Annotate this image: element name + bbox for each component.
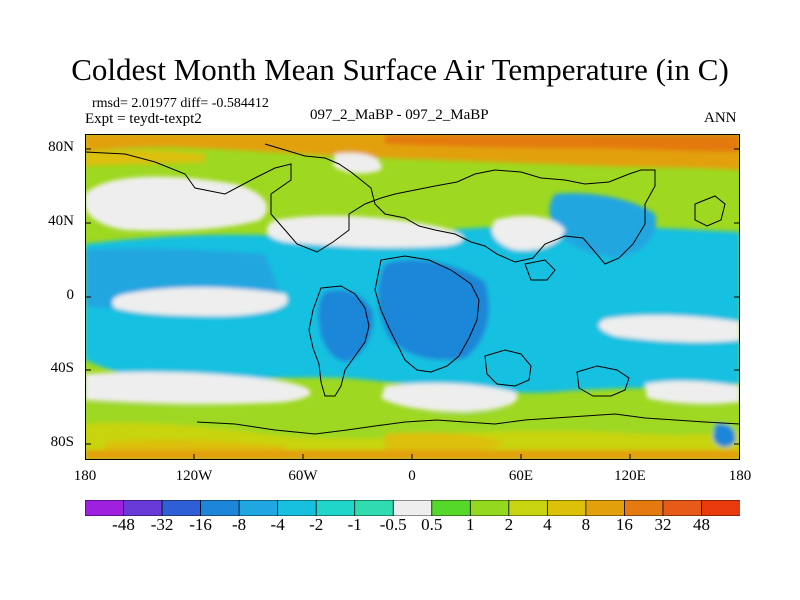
colorbar-swatch	[469, 500, 510, 516]
colorbar-swatch	[238, 500, 279, 516]
colorbar-swatch	[277, 500, 318, 516]
lon-label-60e: 60E	[508, 468, 534, 484]
colorbar-swatch	[354, 500, 395, 516]
colorbar-label: -32	[150, 515, 174, 534]
colorbar-label: -1	[347, 515, 362, 534]
colorbar-swatch	[123, 500, 163, 516]
lon-label-180e: 180	[728, 468, 752, 484]
colorbar-swatch	[392, 500, 433, 516]
season-label: ANN	[704, 110, 737, 126]
colorbar-label: 32	[654, 515, 672, 534]
colorbar-swatch	[546, 500, 587, 516]
colorbar-label: -2	[309, 515, 324, 534]
colorbar-swatch	[701, 500, 740, 516]
colorbar-label: 0.5	[421, 515, 443, 534]
lat-label-40s: 40S	[50, 360, 74, 376]
lon-label-120w: 120W	[175, 468, 213, 484]
colorbar-label: 48	[692, 515, 710, 534]
colorbar-swatch	[431, 500, 472, 516]
temperature-fill	[85, 134, 740, 460]
lat-label-40n: 40N	[48, 213, 74, 229]
colorbar-label: 8	[581, 515, 591, 534]
stats-line: rmsd= 2.01977 diff= -0.584412	[92, 96, 269, 111]
map-title: Coldest Month Mean Surface Air Temperatu…	[71, 52, 729, 87]
colorbar	[85, 500, 740, 516]
temperature-map	[85, 134, 740, 460]
colorbar-label: -48	[112, 515, 135, 534]
colorbar-swatch	[85, 500, 125, 516]
colorbar-label: 4	[543, 515, 552, 534]
center-label: 097_2_MaBP - 097_2_MaBP	[310, 107, 489, 123]
lat-label-80n: 80N	[48, 139, 74, 155]
colorbar-swatch	[315, 500, 356, 516]
colorbar-label: -0.5	[379, 515, 407, 534]
axis-ticks	[85, 148, 740, 460]
colorbar-swatch	[662, 500, 703, 516]
colorbar-label: -4	[270, 515, 285, 534]
lat-label-0: 0	[66, 287, 75, 303]
colorbar-swatch	[161, 500, 202, 516]
colorbar-swatch	[624, 500, 664, 516]
experiment-line: Expt = teydt-texpt2	[85, 111, 202, 127]
lon-label-120e: 120E	[614, 468, 646, 484]
colorbar-label: 16	[615, 515, 633, 534]
colorbar-label: -8	[232, 515, 247, 534]
lat-label-80s: 80S	[50, 434, 74, 450]
colorbar-swatch	[200, 500, 241, 516]
lon-label-180w: 180	[73, 468, 97, 484]
lon-label-0: 0	[408, 468, 416, 484]
colorbar-label: 2	[504, 515, 514, 534]
lon-label-60w: 60W	[288, 468, 318, 484]
colorbar-swatch	[585, 500, 626, 516]
coastlines	[85, 143, 740, 435]
colorbar-swatch	[508, 500, 549, 516]
colorbar-label: 1	[466, 515, 475, 534]
colorbar-label: -16	[189, 515, 212, 534]
